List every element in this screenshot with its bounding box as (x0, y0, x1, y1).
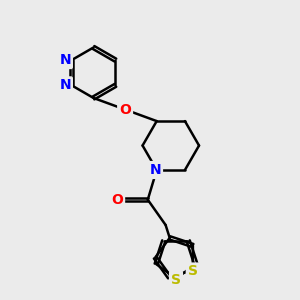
Text: O: O (111, 193, 123, 207)
Text: N: N (59, 78, 71, 92)
Text: N: N (149, 163, 161, 177)
Text: S: S (188, 265, 198, 278)
Text: O: O (119, 103, 131, 116)
Text: N: N (59, 53, 71, 67)
Text: S: S (171, 273, 181, 287)
